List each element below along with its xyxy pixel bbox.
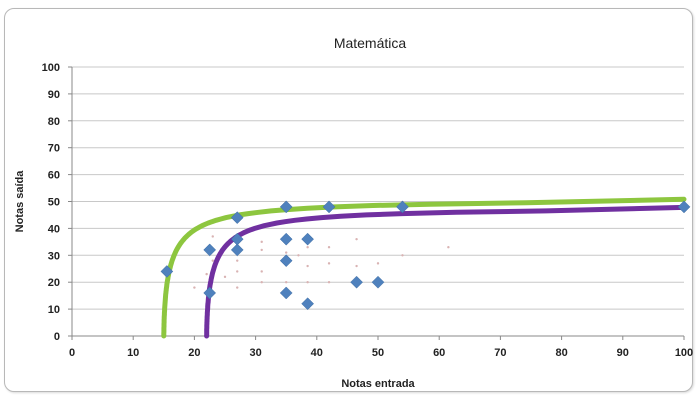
fit-curves bbox=[161, 196, 687, 339]
y-tick-label: 60 bbox=[48, 170, 60, 182]
chart-title: Matemática bbox=[334, 35, 407, 51]
data-point-diamond bbox=[279, 286, 293, 300]
data-point-diamond bbox=[371, 275, 385, 289]
data-point-dot bbox=[306, 281, 309, 284]
data-point-dot bbox=[260, 248, 263, 252]
data-point-dot bbox=[355, 264, 358, 268]
data-point-diamond bbox=[230, 232, 244, 246]
y-tick-label: 100 bbox=[42, 62, 60, 74]
data-point-diamond bbox=[350, 275, 363, 289]
data-point-dot bbox=[236, 259, 239, 262]
data-point-dot bbox=[236, 270, 239, 273]
data-point-diamond bbox=[203, 243, 217, 257]
x-tick-label: 100 bbox=[675, 347, 693, 359]
data-point-dot bbox=[260, 240, 263, 244]
data-point-dot bbox=[285, 281, 288, 284]
y-tick-label: 70 bbox=[48, 143, 60, 155]
data-point-dot bbox=[327, 281, 331, 284]
y-tick-label: 20 bbox=[48, 277, 60, 289]
y-tick-label: 80 bbox=[48, 116, 60, 128]
data-point-diamond bbox=[160, 265, 174, 278]
data-point-diamond bbox=[301, 297, 314, 311]
fit-curve bbox=[161, 196, 687, 339]
x-tick-label: 50 bbox=[372, 347, 384, 359]
data-point-dot bbox=[193, 286, 196, 289]
data-point-dot bbox=[297, 254, 300, 257]
data-point-dot bbox=[260, 270, 263, 273]
data-point-diamond bbox=[279, 254, 293, 268]
data-point-dot bbox=[211, 259, 214, 262]
y-tick-label: 10 bbox=[48, 304, 60, 316]
data-point-dot bbox=[376, 262, 380, 265]
x-tick-label: 40 bbox=[311, 347, 323, 359]
data-point-dot bbox=[327, 246, 331, 249]
y-tick-label: 0 bbox=[54, 331, 60, 343]
data-point-dot bbox=[327, 262, 331, 265]
x-tick-label: 70 bbox=[494, 347, 506, 359]
data-point-dot bbox=[205, 272, 208, 276]
data-points bbox=[160, 200, 691, 311]
data-point-dot bbox=[211, 235, 214, 238]
data-point-diamond bbox=[301, 232, 314, 246]
data-point-diamond bbox=[203, 286, 217, 300]
y-tick-label: 90 bbox=[48, 89, 60, 101]
x-tick-label: 20 bbox=[188, 347, 200, 359]
x-tick-label: 0 bbox=[69, 347, 75, 359]
x-tick-label: 90 bbox=[617, 347, 629, 359]
data-point-diamond bbox=[677, 200, 691, 214]
data-point-dot bbox=[355, 237, 358, 241]
data-point-dot bbox=[401, 254, 404, 257]
data-point-dot bbox=[306, 264, 309, 268]
data-point-dot bbox=[260, 281, 263, 284]
data-point-dot bbox=[223, 275, 227, 279]
x-axis-label: Notas entrada bbox=[341, 378, 415, 390]
y-tick-label: 50 bbox=[48, 197, 60, 209]
x-tick-label: 60 bbox=[433, 347, 445, 359]
data-point-dot bbox=[306, 246, 309, 249]
tick-labels: 0 10 20 30 40 50 60 70 80 90 100 0 10 20 30 40 50 60 70 80 9… bbox=[42, 62, 694, 359]
data-point-diamond bbox=[279, 200, 293, 214]
y-axis-label: Notas saída bbox=[14, 170, 26, 233]
fit-curve bbox=[204, 204, 687, 339]
x-tick-label: 30 bbox=[249, 347, 261, 359]
y-tick-label: 30 bbox=[48, 250, 60, 262]
data-point-diamond bbox=[279, 232, 293, 246]
x-tick-label: 10 bbox=[127, 347, 139, 359]
data-point-diamond bbox=[230, 211, 244, 224]
data-point-dot bbox=[236, 286, 239, 289]
data-point-diamond bbox=[322, 200, 336, 214]
data-point-diamond bbox=[230, 243, 244, 257]
data-point-diamond bbox=[396, 200, 409, 214]
data-point-dot bbox=[447, 246, 450, 249]
data-point-dot bbox=[285, 251, 288, 254]
x-tick-label: 80 bbox=[555, 347, 567, 359]
y-tick-label: 40 bbox=[48, 223, 60, 235]
